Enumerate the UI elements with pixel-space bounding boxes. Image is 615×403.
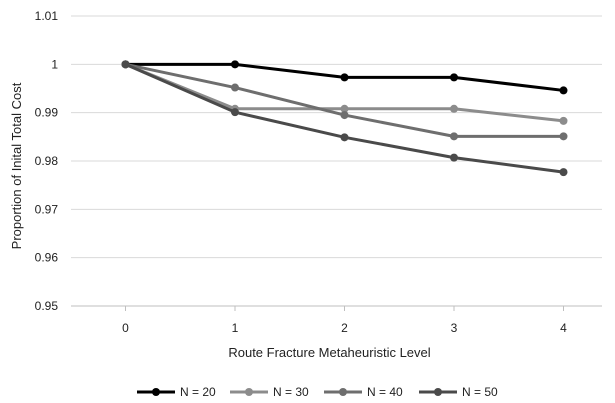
data-point bbox=[231, 60, 239, 69]
data-point bbox=[559, 168, 568, 177]
legend-label: N = 40 bbox=[367, 385, 403, 399]
y-tick-label: 0.98 bbox=[35, 154, 59, 168]
data-point bbox=[450, 132, 458, 141]
data-point bbox=[231, 108, 239, 117]
y-tick-label: 0.95 bbox=[35, 299, 59, 313]
data-point bbox=[340, 111, 349, 120]
legend-label: N = 30 bbox=[273, 385, 309, 399]
data-point bbox=[121, 60, 130, 69]
legend-label: N = 20 bbox=[180, 385, 216, 399]
legend-swatch-marker bbox=[245, 388, 253, 396]
legend-swatch-marker bbox=[339, 388, 347, 396]
x-tick-label: 0 bbox=[122, 321, 129, 335]
data-point bbox=[559, 116, 568, 125]
y-axis-ticks: 0.95 0.96 0.97 0.98 0.99 1 1.01 bbox=[35, 9, 59, 313]
data-point bbox=[450, 73, 458, 82]
series-group bbox=[121, 60, 568, 177]
legend-item: N = 20 bbox=[137, 385, 216, 399]
legend: N = 20 N = 30 N = 40 N = 50 bbox=[137, 385, 498, 399]
series-n-50 bbox=[121, 60, 568, 177]
x-tick-label: 4 bbox=[560, 321, 567, 335]
legend-label: N = 50 bbox=[462, 385, 498, 399]
data-point bbox=[340, 133, 349, 142]
series-n-40 bbox=[121, 60, 568, 141]
x-tick-label: 2 bbox=[341, 321, 348, 335]
y-tick-label: 0.99 bbox=[35, 106, 59, 120]
y-tick-label: 0.97 bbox=[35, 202, 59, 216]
legend-item: N = 50 bbox=[419, 385, 498, 399]
legend-swatch-marker bbox=[434, 388, 442, 396]
data-point bbox=[450, 153, 458, 162]
data-point bbox=[559, 132, 568, 141]
x-axis-label: Route Fracture Metaheuristic Level bbox=[228, 345, 430, 360]
legend-item: N = 40 bbox=[324, 385, 403, 399]
legend-item: N = 30 bbox=[230, 385, 309, 399]
data-point bbox=[559, 86, 568, 95]
x-tick-label: 3 bbox=[451, 321, 458, 335]
data-point bbox=[231, 83, 239, 92]
legend-swatch-marker bbox=[152, 388, 160, 396]
data-point bbox=[340, 73, 349, 82]
x-axis-ticks: 0 1 2 3 4 bbox=[122, 306, 567, 335]
y-axis-label: Proportion of Inital Total Cost bbox=[9, 82, 24, 249]
y-tick-label: 1.01 bbox=[35, 9, 59, 23]
x-tick-label: 1 bbox=[232, 321, 239, 335]
y-tick-label: 0.96 bbox=[35, 251, 59, 265]
data-point bbox=[340, 104, 349, 113]
data-point bbox=[450, 104, 458, 113]
y-tick-label: 1 bbox=[51, 57, 58, 71]
